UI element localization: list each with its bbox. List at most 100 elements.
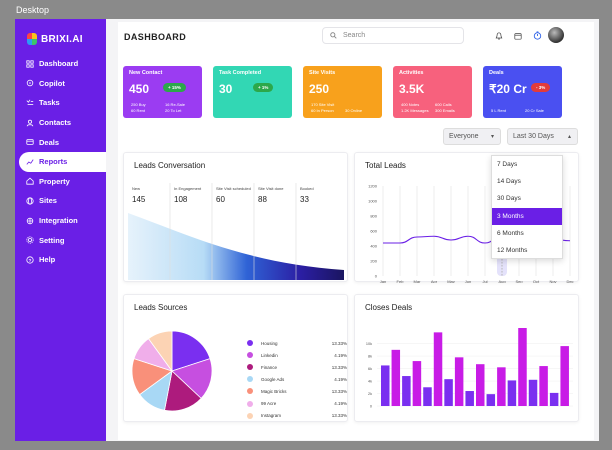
stat-sub-item: 60 In Person: [311, 108, 334, 113]
bell-icon[interactable]: [495, 31, 503, 40]
dropdown-option[interactable]: 30 Days: [497, 195, 521, 203]
legend-item: Linkedin 4.19%: [247, 349, 347, 361]
deal-bar: [507, 380, 517, 406]
brand-logo-icon: [27, 33, 37, 45]
avatar[interactable]: [548, 27, 564, 43]
y-tick-label: 0: [370, 405, 372, 409]
y-tick-label: 800: [370, 214, 377, 219]
stat-card[interactable]: New Contact 450 + 15% 250 Buy 60 Rent 16 Re-S…: [123, 66, 202, 118]
sidebar-item-label: Setting: [39, 235, 65, 245]
stat-card[interactable]: Deals ₹20 Cr - 3% 5 L Rent 20 Cr Sale: [483, 66, 562, 118]
stat-sub-item: 20 To Let: [165, 108, 182, 113]
legend-name: 99 Acre: [261, 401, 277, 407]
x-tick-label: Sep: [515, 279, 523, 283]
funnel-area: [128, 213, 344, 280]
stat-card[interactable]: Activities 3.5K 400 Notes 1.2K Messages 600 …: [393, 66, 472, 118]
legend-dot: [247, 388, 253, 395]
sidebar-item-label: Copilot: [39, 78, 65, 88]
legend-dot: [247, 364, 253, 371]
sidebar-item-reports[interactable]: Reports: [19, 151, 106, 172]
sidebar-item-setting[interactable]: Setting: [15, 230, 106, 250]
date-range-select[interactable]: Last 30 Days ▴: [507, 128, 578, 145]
funnel-stage-label: Site Visit scheduled: [216, 186, 251, 191]
sidebar-item-dashboard[interactable]: Dashboard: [15, 54, 106, 74]
integration-icon: [26, 217, 34, 225]
dropdown-option[interactable]: 14 Days: [497, 178, 521, 186]
y-tick-label: 6k: [368, 367, 372, 371]
y-tick-label: 1200: [368, 184, 378, 189]
x-tick-label: Jul: [482, 279, 487, 283]
funnel-stage-label: New: [132, 186, 141, 191]
dropdown-option[interactable]: 12 Months: [497, 247, 528, 255]
legend-dot: [247, 340, 253, 347]
stat-title: Activities: [399, 70, 424, 76]
sidebar-item-copilot[interactable]: Copilot: [15, 74, 106, 94]
sidebar-item-help[interactable]: ? Help: [15, 250, 106, 270]
stat-sub-item: 5 L Rent: [491, 108, 506, 113]
legend-pct: 4.19%: [334, 376, 347, 382]
stat-title: Task Completed: [219, 70, 262, 76]
sidebar-item-tasks[interactable]: Tasks: [15, 93, 106, 113]
audience-select[interactable]: Everyone ▾: [443, 128, 501, 145]
legend-dot: [247, 412, 253, 419]
deal-bar: [444, 379, 453, 406]
dropdown-option[interactable]: 6 Months: [497, 229, 524, 237]
stat-title: New Contact: [129, 70, 163, 76]
stat-change-badge: - 3%: [531, 83, 551, 92]
closes-deals-card: Closes Deals 10k 8k 6k 4k 2k 0: [354, 294, 579, 422]
page-title: DASHBOARD: [124, 32, 187, 42]
x-tick-label: Aug: [498, 279, 505, 283]
funnel-stage-value: 145: [132, 195, 146, 204]
card-title: Total Leads: [365, 161, 406, 170]
deal-bar: [560, 346, 569, 406]
leads-funnel-chart: [128, 183, 344, 280]
sidebar-item-deals[interactable]: Deals: [15, 132, 106, 152]
stat-sub-item: 600 Calls: [435, 102, 452, 107]
stat-card[interactable]: Site Visits 250 170 Site Visit 60 In Person…: [303, 66, 382, 118]
funnel-stage-value: 108: [174, 195, 188, 204]
y-tick-label: 8k: [368, 355, 372, 359]
card-title: Closes Deals: [365, 303, 413, 312]
stat-sub-item: 20 Cr Sale: [525, 108, 544, 113]
sidebar-item-label: Contacts: [39, 118, 72, 128]
pie-legend: Housing 13.33% Linkedin 4.19% Finance 13.33% G…: [247, 337, 347, 422]
sidebar-item-label: Reports: [39, 157, 68, 167]
stat-value: 30: [219, 82, 233, 96]
leads-sources-pie: [131, 330, 213, 412]
timer-icon[interactable]: [533, 31, 542, 40]
funnel-stage-value: 88: [258, 195, 267, 204]
legend-pct: 13.33%: [331, 340, 347, 346]
dropdown-option[interactable]: 7 Days: [497, 161, 518, 169]
leads-conversation-card: Leads Conversation New 145 In Engagement 10…: [123, 152, 348, 282]
stat-card[interactable]: Task Completed 30 + 1%: [213, 66, 292, 118]
main-panel: DASHBOARD Search New Contact 450 + 15% 250 …: [118, 22, 594, 440]
sidebar-item-property[interactable]: Property: [15, 172, 106, 192]
chevron-down-icon: ▾: [490, 134, 494, 140]
legend-pct: 4.19%: [334, 401, 347, 407]
legend-name: Magic Bricks: [261, 388, 287, 394]
search-input[interactable]: Search: [322, 27, 464, 44]
chevron-up-icon: ▴: [567, 134, 571, 140]
sidebar-item-sites[interactable]: Sites: [15, 191, 106, 211]
sidebar-item-contacts[interactable]: Contacts: [15, 113, 106, 133]
dropdown-option[interactable]: 3 Months: [492, 207, 562, 225]
stat-sub-item: 16 Re-Sale: [165, 102, 186, 107]
y-tick-label: 600: [370, 229, 377, 234]
stat-sub-item: 400 Notes: [401, 102, 420, 107]
legend-pct: 13.33%: [331, 388, 347, 394]
deal-bar: [549, 392, 559, 406]
brand[interactable]: BRIXI.AI: [27, 33, 83, 45]
brand-name: BRIXI.AI: [41, 33, 83, 45]
y-tick-label: 1000: [368, 199, 378, 204]
stat-change-badge: + 15%: [163, 83, 186, 92]
sidebar-item-integration[interactable]: Integration: [15, 211, 106, 231]
deal-bar: [402, 376, 411, 406]
calendar-icon[interactable]: [514, 32, 522, 40]
contacts-icon: [26, 119, 34, 127]
deal-bar: [391, 349, 401, 406]
stat-value: 450: [129, 82, 150, 96]
x-tick-label: Apr: [431, 279, 438, 283]
sidebar-item-label: Help: [39, 255, 56, 265]
y-tick-label: 2k: [368, 392, 372, 396]
legend-item: Instagram 13.33%: [247, 410, 347, 422]
